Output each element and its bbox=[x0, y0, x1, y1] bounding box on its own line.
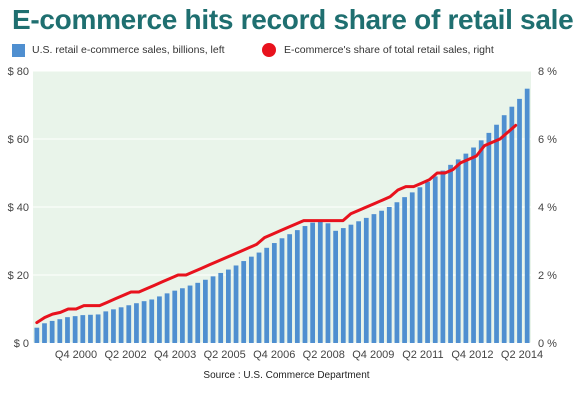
bar bbox=[34, 327, 40, 343]
x-tick-label: Q2 2002 bbox=[104, 349, 146, 361]
x-tick-label: Q4 2003 bbox=[154, 349, 196, 361]
bar bbox=[325, 223, 331, 343]
x-tick-label: Q4 2009 bbox=[352, 349, 394, 361]
y-right-tick-label: 0 % bbox=[538, 338, 557, 350]
bar bbox=[141, 301, 147, 343]
bar bbox=[65, 317, 70, 343]
bar bbox=[72, 316, 78, 343]
x-tick-label: Q4 2006 bbox=[253, 349, 295, 361]
bar bbox=[118, 307, 124, 343]
bar bbox=[302, 226, 308, 343]
bar bbox=[271, 243, 277, 343]
chart-title: E-commerce hits record share of retail s… bbox=[12, 4, 573, 35]
bar bbox=[478, 140, 484, 343]
y-right-tick-label: 2 % bbox=[538, 270, 557, 282]
bar bbox=[371, 214, 377, 343]
bar bbox=[524, 88, 530, 344]
bar bbox=[248, 256, 254, 343]
bar bbox=[264, 247, 270, 343]
bar bbox=[425, 181, 430, 343]
bar bbox=[509, 106, 515, 343]
x-tick-label: Q4 2012 bbox=[451, 349, 493, 361]
bar bbox=[49, 320, 55, 343]
bar bbox=[172, 290, 178, 343]
bar bbox=[149, 299, 155, 343]
bar bbox=[103, 311, 109, 343]
bar bbox=[471, 147, 476, 343]
bar bbox=[486, 132, 492, 343]
bar bbox=[164, 293, 170, 343]
x-tick-label: Q2 2005 bbox=[204, 349, 246, 361]
legend-item-share: E-commerce's share of total retail sales… bbox=[262, 42, 494, 58]
bar bbox=[448, 164, 453, 343]
bar bbox=[134, 303, 139, 343]
y-left-tick-label: $ 0 bbox=[14, 338, 29, 350]
bar bbox=[394, 202, 400, 343]
bar bbox=[287, 234, 293, 343]
bar bbox=[463, 153, 469, 343]
bar bbox=[95, 314, 101, 343]
bar bbox=[340, 228, 346, 343]
y-left-tick-label: $ 80 bbox=[8, 66, 29, 78]
y-left-tick-label: $ 40 bbox=[8, 202, 29, 214]
bar bbox=[256, 252, 262, 343]
bar bbox=[210, 276, 216, 343]
bar bbox=[356, 221, 361, 343]
bar bbox=[126, 305, 132, 343]
bar bbox=[310, 222, 316, 343]
legend-item-sales: U.S. retail e-commerce sales, billions, … bbox=[12, 42, 225, 58]
bar bbox=[455, 159, 461, 343]
bar bbox=[379, 210, 384, 343]
x-tick-label: Q2 2011 bbox=[402, 349, 443, 361]
bar bbox=[402, 197, 407, 343]
bar bbox=[218, 272, 224, 343]
bar bbox=[195, 282, 201, 343]
source-note: Source : U.S. Commerce Department bbox=[203, 370, 370, 381]
x-tick-label: Q2 2008 bbox=[303, 349, 345, 361]
bar bbox=[225, 269, 231, 343]
bar bbox=[409, 192, 415, 343]
y-right-tick-label: 8 % bbox=[538, 66, 557, 78]
legend-label-sales: U.S. retail e-commerce sales, billions, … bbox=[32, 44, 225, 56]
share-line bbox=[35, 123, 518, 325]
bar bbox=[88, 314, 93, 343]
legend-bar-swatch bbox=[12, 43, 25, 57]
bar bbox=[494, 124, 499, 343]
bar bbox=[157, 296, 162, 343]
bar bbox=[363, 217, 369, 343]
y-right-tick-label: 4 % bbox=[538, 202, 557, 214]
x-tick-label: Q4 2000 bbox=[55, 349, 97, 361]
bar bbox=[386, 207, 392, 343]
bar bbox=[501, 115, 507, 343]
bar bbox=[42, 323, 47, 343]
bar bbox=[440, 170, 446, 343]
y-left-tick-label: $ 20 bbox=[8, 270, 29, 282]
bar bbox=[294, 230, 300, 343]
legend-label-share: E-commerce's share of total retail sales… bbox=[284, 44, 494, 56]
bar bbox=[241, 261, 247, 343]
bar bbox=[80, 315, 86, 343]
bar bbox=[417, 187, 423, 343]
bar bbox=[187, 285, 193, 343]
bar bbox=[180, 288, 185, 343]
bar bbox=[333, 230, 339, 343]
x-tick-label: Q2 2014 bbox=[501, 349, 543, 361]
bar bbox=[517, 98, 522, 343]
bar bbox=[432, 176, 438, 343]
bar bbox=[203, 279, 208, 343]
bar bbox=[111, 309, 116, 343]
bar bbox=[233, 265, 239, 343]
legend-dot-swatch bbox=[262, 43, 276, 57]
bar bbox=[279, 238, 285, 343]
bar bbox=[57, 319, 63, 343]
y-right-tick-label: 6 % bbox=[538, 134, 557, 146]
bar bbox=[317, 221, 323, 343]
y-left-tick-label: $ 60 bbox=[8, 134, 29, 146]
bar bbox=[348, 224, 354, 343]
